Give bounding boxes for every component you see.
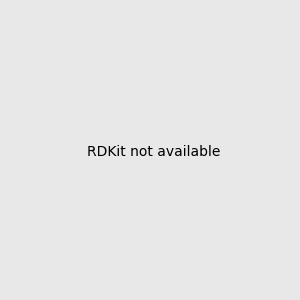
Text: RDKit not available: RDKit not available — [87, 145, 220, 158]
